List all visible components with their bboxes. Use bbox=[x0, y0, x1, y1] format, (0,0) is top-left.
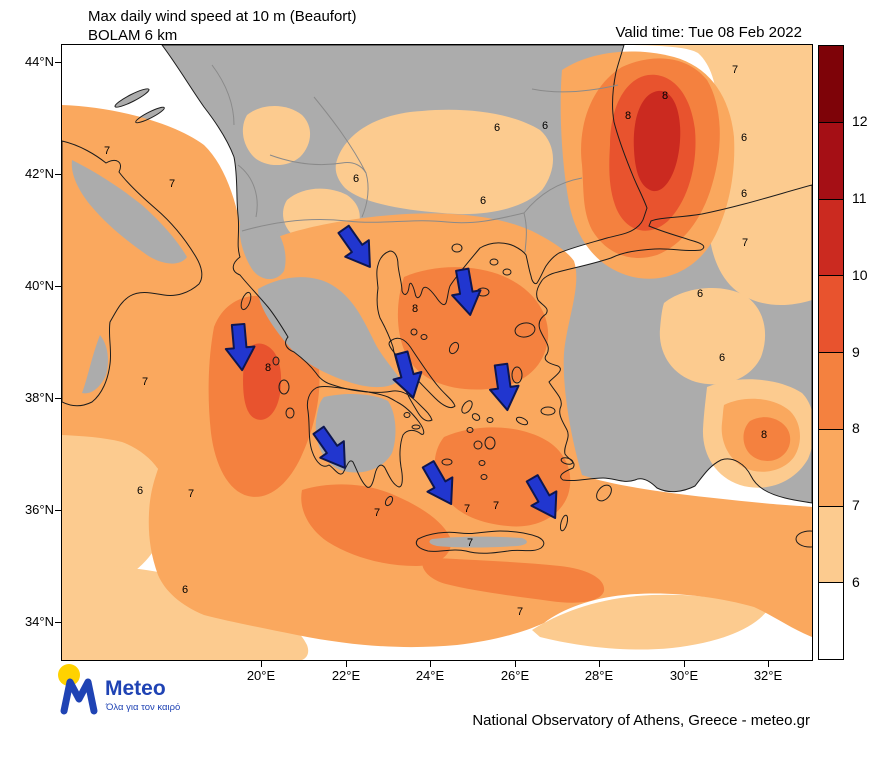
x-tick-mark bbox=[684, 661, 685, 667]
y-tick-label: 34°N bbox=[24, 614, 54, 629]
colorbar-segment bbox=[819, 505, 843, 583]
map-svg: 6 6 7 8 8 6 7 6 6 7 6 7 6 8 6 8 7 8 6 7 7 7 7 7 6 7 bbox=[62, 45, 812, 660]
contour-value-label: 6 bbox=[741, 188, 747, 200]
title-block: Max daily wind speed at 10 m (Beaufort) … bbox=[88, 7, 356, 45]
x-tick-label: 20°E bbox=[246, 668, 276, 683]
y-tick-label: 36°N bbox=[24, 502, 54, 517]
contour-value-label: 7 bbox=[169, 178, 175, 190]
y-tick-mark bbox=[55, 62, 62, 63]
y-tick-label: 44°N bbox=[24, 54, 54, 69]
contour-value-label: 6 bbox=[719, 352, 725, 364]
contour-labels: 6 6 7 8 8 6 7 6 6 7 6 7 6 8 6 8 7 8 6 7 7 7 7 7 6 7 bbox=[104, 64, 767, 618]
colorbar-segment bbox=[819, 582, 843, 659]
contour-value-label: 8 bbox=[265, 362, 271, 374]
colorbar-value-label: 8 bbox=[852, 420, 860, 437]
logo-subtext: Όλα για τον καιρό bbox=[105, 702, 180, 713]
y-tick-mark bbox=[55, 286, 62, 287]
logo-text: Meteo bbox=[105, 677, 166, 700]
colorbar-segment bbox=[819, 121, 843, 199]
map-title: Max daily wind speed at 10 m (Beaufort) bbox=[88, 8, 357, 25]
colorbar-segment bbox=[819, 275, 843, 352]
y-tick-label: 38°N bbox=[24, 390, 54, 405]
contour-value-label: 6 bbox=[542, 120, 548, 132]
contour-value-label: 8 bbox=[625, 110, 631, 122]
colorbar-value-label: 9 bbox=[852, 343, 860, 360]
colorbar bbox=[818, 45, 844, 660]
colorbar-value-label: 10 bbox=[852, 266, 868, 283]
x-tick-label: 26°E bbox=[500, 668, 530, 683]
country-borders bbox=[211, 64, 619, 253]
contour-value-label: 6 bbox=[182, 584, 188, 596]
wind-band-6-7 bbox=[62, 45, 812, 660]
contour-value-label: 7 bbox=[374, 507, 380, 519]
contour-value-label: 6 bbox=[741, 132, 747, 144]
attribution-text: National Observatory of Athens, Greece -… bbox=[472, 712, 810, 729]
logo-sun-icon bbox=[58, 664, 80, 686]
logo-m-icon bbox=[60, 678, 98, 715]
y-tick-mark bbox=[55, 510, 62, 511]
meteo-logo: Meteo Όλα για τον καιρό bbox=[55, 663, 230, 722]
contour-value-label: 8 bbox=[761, 429, 767, 441]
x-tick-mark bbox=[261, 661, 262, 667]
x-tick-mark bbox=[768, 661, 769, 667]
contour-value-label: 6 bbox=[494, 122, 500, 134]
wind-band-10-11 bbox=[633, 90, 681, 192]
land-low-wind-cores bbox=[71, 160, 527, 548]
y-tick-mark bbox=[55, 174, 62, 175]
x-tick-mark bbox=[430, 661, 431, 667]
colorbar-segment bbox=[819, 46, 843, 122]
map-plot: 6 6 7 8 8 6 7 6 6 7 6 7 6 8 6 8 7 8 6 7 7 7 7 7 6 7 bbox=[61, 44, 813, 661]
contour-value-label: 6 bbox=[697, 288, 703, 300]
contour-value-label: 8 bbox=[412, 303, 418, 315]
colorbar-segment bbox=[819, 198, 843, 276]
contour-value-label: 7 bbox=[467, 537, 473, 549]
y-tick-mark bbox=[55, 622, 62, 623]
contour-value-label: 8 bbox=[662, 90, 668, 102]
x-tick-mark bbox=[346, 661, 347, 667]
y-tick-label: 40°N bbox=[24, 278, 54, 293]
contour-value-label: 7 bbox=[732, 64, 738, 76]
x-tick-mark bbox=[515, 661, 516, 667]
colorbar-segment bbox=[819, 352, 843, 429]
x-tick-label: 28°E bbox=[584, 668, 614, 683]
colorbar-value-label: 7 bbox=[852, 497, 860, 514]
x-tick-mark bbox=[599, 661, 600, 667]
x-tick-label: 32°E bbox=[753, 668, 783, 683]
contour-value-label: 7 bbox=[517, 606, 523, 618]
colorbar-value-label: 12 bbox=[852, 112, 868, 129]
model-label: BOLAM 6 km bbox=[88, 27, 178, 44]
contour-value-label: 6 bbox=[353, 173, 359, 185]
meteo-logo-svg: Meteo Όλα για τον καιρό bbox=[58, 664, 180, 715]
contour-value-label: 7 bbox=[493, 500, 499, 512]
x-tick-label: 24°E bbox=[415, 668, 445, 683]
contour-value-label: 7 bbox=[142, 376, 148, 388]
y-tick-label: 42°N bbox=[24, 166, 54, 181]
colorbar-value-label: 11 bbox=[852, 189, 867, 206]
contour-value-label: 6 bbox=[137, 485, 143, 497]
colorbar-value-label: 6 bbox=[852, 574, 860, 591]
contour-value-label: 7 bbox=[464, 503, 470, 515]
valid-time-label: Valid time: Tue 08 Feb 2022 bbox=[615, 24, 802, 41]
colorbar-segment bbox=[819, 428, 843, 506]
contour-value-label: 7 bbox=[742, 237, 748, 249]
x-tick-label: 22°E bbox=[331, 668, 361, 683]
y-tick-mark bbox=[55, 398, 62, 399]
x-tick-label: 30°E bbox=[669, 668, 699, 683]
contour-value-label: 7 bbox=[104, 145, 110, 157]
contour-value-label: 6 bbox=[480, 195, 486, 207]
contour-value-label: 7 bbox=[188, 488, 194, 500]
